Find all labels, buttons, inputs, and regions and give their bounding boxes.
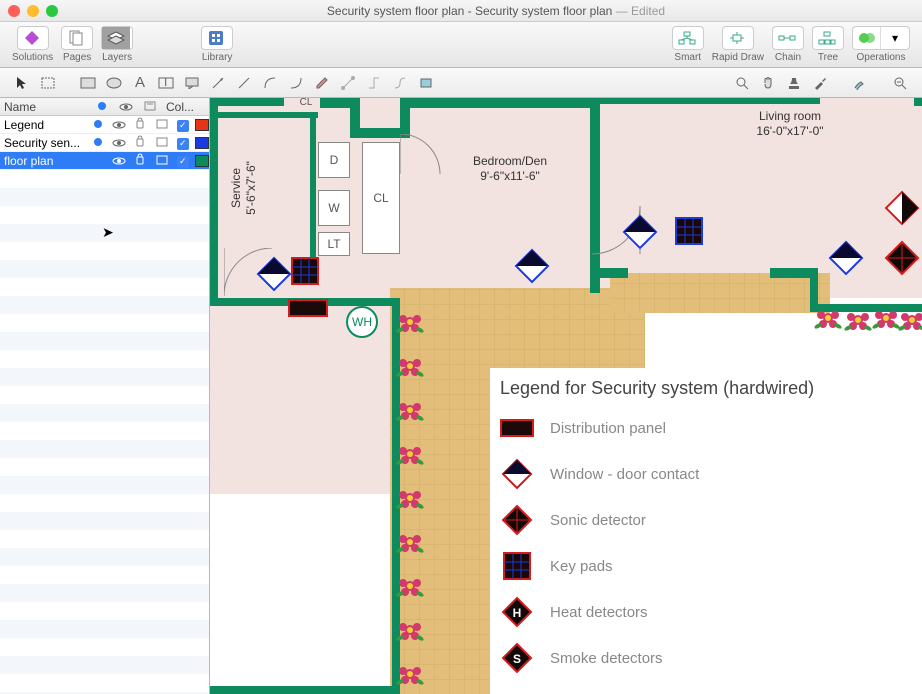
svg-text:T: T xyxy=(162,77,170,89)
library-icon[interactable] xyxy=(202,27,230,49)
legend-title: Legend for Security system (hardwired) xyxy=(500,378,900,399)
line2-tool[interactable] xyxy=(232,72,256,94)
legend-item-contact: Window - door contact xyxy=(500,459,900,489)
pointer-tool[interactable] xyxy=(10,72,34,94)
tb-chain[interactable]: Chain xyxy=(772,26,804,63)
zoomout-tool[interactable] xyxy=(888,72,912,94)
closet-w: W xyxy=(318,190,350,226)
layer-row[interactable]: Legend ✓ xyxy=(0,116,209,134)
main-toolbar: Solutions Pages Layers Library Smart Rap… xyxy=(0,22,922,68)
zoom-tool[interactable] xyxy=(730,72,754,94)
line-tool[interactable] xyxy=(206,72,230,94)
legend-item-keypad: Key pads xyxy=(500,551,900,581)
shape-tool[interactable] xyxy=(414,72,438,94)
legend-item-smoke: S Smoke detectors xyxy=(500,643,900,673)
marquee-tool[interactable] xyxy=(36,72,60,94)
tb-layers[interactable]: Layers xyxy=(101,26,133,63)
living-label: Living room16'-0"x17'-0" xyxy=(720,108,860,138)
tree-icon[interactable] xyxy=(813,27,841,49)
tb-smart[interactable]: Smart xyxy=(672,26,704,63)
tb-solutions[interactable]: Solutions xyxy=(12,26,53,63)
solutions-icon[interactable] xyxy=(18,27,46,49)
hand-tool[interactable] xyxy=(756,72,780,94)
rect-tool[interactable] xyxy=(76,72,100,94)
rapid-icon[interactable] xyxy=(723,27,751,49)
legend-item-heat: H Heat detectors xyxy=(500,597,900,627)
closet-lt: LT xyxy=(318,232,350,256)
connector2-tool[interactable] xyxy=(362,72,386,94)
legend-box: Legend for Security system (hardwired) D… xyxy=(490,368,910,694)
arc-tool[interactable] xyxy=(284,72,308,94)
legend-item-sonic: Sonic detector xyxy=(500,505,900,535)
icon-bar: A T xyxy=(0,68,922,98)
bedroom-label: Bedroom/Den9'-6"x11'-6" xyxy=(440,153,580,183)
text-tool[interactable]: A xyxy=(128,72,152,94)
textbox-tool[interactable]: T xyxy=(154,72,178,94)
smart-icon[interactable] xyxy=(673,27,701,49)
layers-panel: Name Col... Legend ✓ Security sen... ✓ f… xyxy=(0,98,210,694)
operations-icon[interactable] xyxy=(853,27,881,49)
pencil-tool[interactable] xyxy=(310,72,334,94)
window-title: Security system floor plan - Security sy… xyxy=(78,4,914,18)
eyedrop-tool[interactable] xyxy=(808,72,832,94)
legend-item-panel: Distribution panel xyxy=(500,413,900,443)
zoom-dot[interactable] xyxy=(46,5,58,17)
chain-icon[interactable] xyxy=(773,27,801,49)
layers-header: Name Col... xyxy=(0,98,209,116)
floorplan: D W LT CL CL Service5'-6"x7'-6" Bedroom/… xyxy=(210,98,922,694)
curve-tool[interactable] xyxy=(258,72,282,94)
layers-icon[interactable] xyxy=(102,27,130,49)
tb-library[interactable]: Library xyxy=(201,26,233,63)
closet-d: D xyxy=(318,142,350,178)
callout-tool[interactable] xyxy=(180,72,204,94)
stamp-tool[interactable] xyxy=(782,72,806,94)
layer-row[interactable]: Security sen... ✓ xyxy=(0,134,209,152)
closet-cl2: CL xyxy=(292,98,320,106)
traffic-lights xyxy=(8,5,58,17)
close-dot[interactable] xyxy=(8,5,20,17)
connector-tool[interactable] xyxy=(336,72,360,94)
canvas[interactable]: D W LT CL CL Service5'-6"x7'-6" Bedroom/… xyxy=(210,98,922,694)
svg-text:H: H xyxy=(513,606,522,620)
minimize-dot[interactable] xyxy=(27,5,39,17)
tb-operations[interactable]: ▾ Operations xyxy=(852,26,910,63)
svg-text:S: S xyxy=(513,652,521,666)
service-label: Service5'-6"x7'-6" xyxy=(228,128,258,248)
water-heater: WH xyxy=(346,306,378,338)
connector3-tool[interactable] xyxy=(388,72,412,94)
closet-cl: CL xyxy=(362,142,400,254)
operations-dropdown[interactable]: ▾ xyxy=(881,27,909,49)
ellipse-tool[interactable] xyxy=(102,72,126,94)
tb-rapid[interactable]: Rapid Draw xyxy=(712,26,764,63)
tb-tree[interactable]: Tree xyxy=(812,26,844,63)
brush-tool[interactable] xyxy=(848,72,872,94)
tb-pages[interactable]: Pages xyxy=(61,26,93,63)
titlebar: Security system floor plan - Security sy… xyxy=(0,0,922,22)
pages-icon[interactable] xyxy=(62,27,90,49)
layer-row[interactable]: floor plan ✓ xyxy=(0,152,209,170)
